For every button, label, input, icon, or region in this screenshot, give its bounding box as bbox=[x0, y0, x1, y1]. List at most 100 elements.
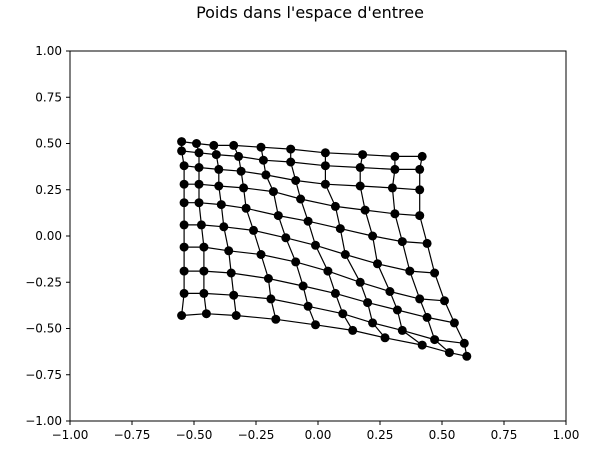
mesh-column-line bbox=[260, 147, 317, 326]
neuron-point bbox=[194, 198, 204, 208]
neuron-point bbox=[258, 155, 268, 165]
neuron-point bbox=[196, 220, 206, 230]
neuron-point bbox=[430, 268, 440, 278]
neuron-point bbox=[368, 231, 378, 241]
neuron-point bbox=[194, 179, 204, 189]
y-tick-label: −0.25 bbox=[25, 275, 62, 289]
neuron-point bbox=[323, 266, 333, 276]
mesh-row-line bbox=[184, 224, 435, 274]
neuron-point bbox=[335, 224, 345, 234]
neuron-point bbox=[192, 139, 201, 148]
neuron-point bbox=[311, 240, 320, 250]
neuron-point bbox=[281, 233, 291, 243]
neuron-point bbox=[268, 187, 278, 197]
neuron-point bbox=[415, 294, 425, 304]
mesh-column-line bbox=[195, 143, 207, 314]
neuron-point bbox=[239, 183, 249, 193]
mesh-row-line bbox=[184, 292, 465, 344]
neuron-point bbox=[415, 211, 425, 221]
neuron-point bbox=[179, 242, 189, 252]
x-axis: −1.00 −0.75 −0.50 −0.25 0.00 0.25 0.50 0.75 1.00 bbox=[52, 421, 580, 442]
neuron-point bbox=[241, 203, 251, 213]
neuron-point bbox=[355, 181, 365, 191]
neuron-point bbox=[199, 288, 209, 298]
neuron-point bbox=[355, 163, 365, 172]
mesh-row-line bbox=[181, 150, 420, 170]
y-tick-label: −0.50 bbox=[25, 322, 62, 336]
data-points bbox=[177, 137, 472, 361]
y-axis: 1.00 0.75 0.50 0.25 0.00 −0.25 −0.50 −0.75 −1.00 bbox=[25, 44, 70, 428]
neuron-point bbox=[330, 288, 340, 298]
x-tick-label: 0.50 bbox=[429, 428, 456, 442]
neuron-point bbox=[199, 242, 209, 252]
neuron-point bbox=[340, 250, 350, 259]
neuron-point bbox=[373, 259, 382, 269]
neuron-point bbox=[263, 274, 273, 283]
neuron-point bbox=[303, 216, 313, 226]
neuron-point bbox=[214, 181, 224, 191]
x-tick-label: 0.75 bbox=[491, 428, 518, 442]
plot-frame bbox=[69, 50, 567, 422]
neuron-point bbox=[397, 325, 407, 335]
mesh-row-line bbox=[184, 246, 445, 302]
x-tick-label: 0.00 bbox=[305, 428, 332, 442]
mesh-row-line bbox=[184, 183, 420, 217]
neuron-point bbox=[449, 318, 459, 328]
mesh-column-line bbox=[419, 156, 468, 357]
neuron-point bbox=[298, 281, 308, 291]
neuron-point bbox=[390, 164, 400, 174]
neuron-point bbox=[179, 288, 189, 298]
neuron-point bbox=[348, 325, 358, 335]
neuron-point bbox=[380, 333, 390, 343]
neuron-point bbox=[320, 148, 330, 158]
x-tick-label: 0.25 bbox=[367, 428, 394, 442]
mesh-row-line bbox=[184, 202, 428, 244]
neuron-point bbox=[338, 309, 348, 319]
neuron-point bbox=[368, 318, 378, 328]
neuron-point bbox=[226, 268, 236, 278]
neuron-point bbox=[214, 164, 224, 174]
neuron-point bbox=[390, 209, 400, 219]
x-tick-label: −0.50 bbox=[176, 428, 213, 442]
neuron-point bbox=[330, 201, 340, 211]
x-tick-label: −0.25 bbox=[238, 428, 275, 442]
y-tick-label: 1.00 bbox=[35, 44, 62, 58]
mesh-row-line bbox=[184, 270, 455, 324]
neuron-point bbox=[224, 246, 234, 256]
neuron-point bbox=[440, 296, 449, 306]
neuron-point bbox=[199, 266, 209, 276]
neuron-point bbox=[291, 176, 301, 185]
mesh-column-line bbox=[391, 156, 450, 354]
neuron-point bbox=[179, 179, 189, 189]
neuron-point bbox=[229, 290, 239, 300]
neuron-point bbox=[387, 183, 397, 193]
chart-title: Poids dans l'espace d'entree bbox=[196, 3, 424, 22]
neuron-point bbox=[320, 161, 330, 171]
neuron-point bbox=[415, 164, 425, 174]
mesh-column-line bbox=[359, 154, 423, 346]
neuron-point bbox=[266, 294, 276, 304]
x-tick-label: 1.00 bbox=[553, 428, 580, 442]
neuron-point bbox=[296, 194, 306, 204]
neuron-point bbox=[249, 225, 258, 235]
neuron-point bbox=[405, 266, 415, 276]
neuron-point bbox=[194, 163, 204, 172]
neuron-point bbox=[179, 198, 189, 208]
y-tick-label: −0.75 bbox=[25, 368, 62, 382]
neuron-point bbox=[320, 179, 330, 189]
mesh-column-line bbox=[233, 145, 277, 320]
neuron-point bbox=[231, 311, 241, 320]
neuron-point bbox=[286, 144, 296, 154]
mesh-column-line bbox=[213, 145, 237, 316]
mesh-column-line bbox=[181, 141, 185, 316]
neuron-point bbox=[273, 211, 283, 221]
neuron-point bbox=[179, 266, 189, 276]
neuron-point bbox=[236, 166, 246, 176]
neuron-point bbox=[459, 338, 469, 348]
neuron-point bbox=[234, 151, 244, 161]
x-tick-label: −0.75 bbox=[114, 428, 151, 442]
neuron-point bbox=[261, 170, 271, 180]
neuron-point bbox=[311, 320, 320, 330]
neuron-point bbox=[360, 205, 370, 215]
